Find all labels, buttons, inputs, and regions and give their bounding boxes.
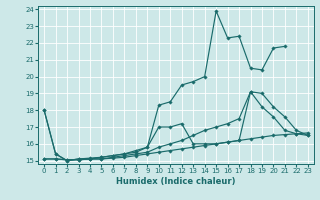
X-axis label: Humidex (Indice chaleur): Humidex (Indice chaleur) — [116, 177, 236, 186]
